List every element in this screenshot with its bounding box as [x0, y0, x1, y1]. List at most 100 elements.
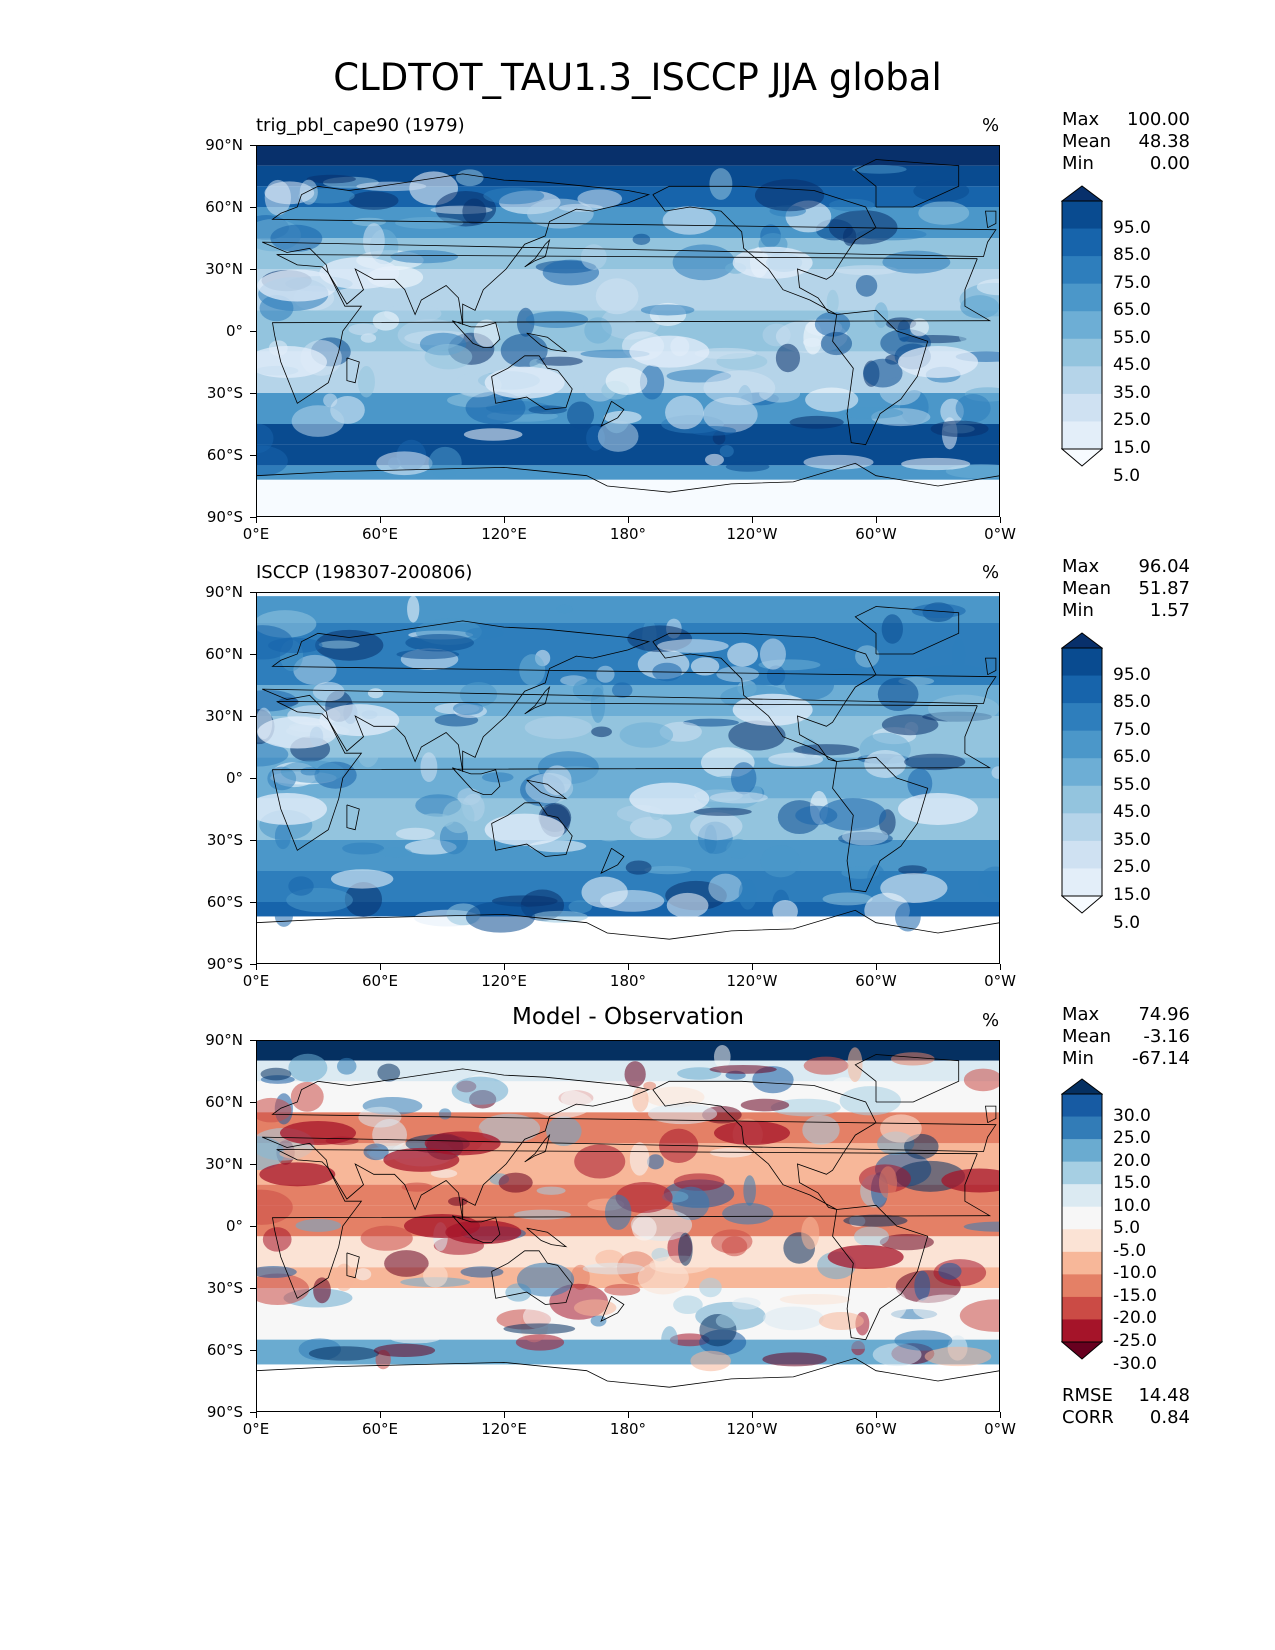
colorbar-tick-label: 5.0	[1113, 912, 1141, 933]
lon-tick-mark	[504, 1412, 505, 1418]
lon-tick-mark	[876, 1412, 877, 1418]
colorbar-segment	[1062, 840, 1102, 869]
stat-value: -67.14	[1131, 1048, 1190, 1069]
stat-row: Max 96.04	[1062, 556, 1190, 578]
lon-tick-mark	[380, 964, 381, 970]
lat-tick-label: 0°	[225, 1217, 243, 1235]
lon-tick-label: 0°E	[242, 1420, 270, 1438]
stat-row: Max 74.96	[1062, 1004, 1190, 1026]
stats-block: Max 74.96 Mean -3.16 Min -67.14	[1062, 1004, 1190, 1070]
colorbar-tick-label: 75.0	[1113, 719, 1151, 740]
metric-value: 0.84	[1149, 1407, 1190, 1428]
lat-tick-mark	[250, 592, 256, 593]
lon-tick-label: 120°E	[481, 972, 527, 990]
lon-tick-label: 120°E	[481, 525, 527, 543]
stat-value: 51.87	[1138, 578, 1190, 599]
stat-row: Min 1.57	[1062, 600, 1190, 622]
lat-tick-label: 60°S	[206, 893, 243, 911]
colorbar-segment	[1062, 1161, 1102, 1185]
stats-block: Max 100.00 Mean 48.38 Min 0.00	[1062, 109, 1190, 175]
stat-row: Mean 51.87	[1062, 578, 1190, 600]
stat-row: Min 0.00	[1062, 153, 1190, 175]
panel-observation: ISCCP (198307-200806)% 90°N 60°N 30°N 0° 30°S…	[0, 556, 1275, 1062]
stat-label: Mean	[1062, 1026, 1112, 1047]
colorbar-segment	[1062, 1296, 1102, 1320]
panel-title: Model - Observation	[511, 1004, 745, 1030]
lat-tick-mark	[250, 517, 256, 518]
lon-tick-mark	[380, 517, 381, 523]
lat-tick-label: 90°S	[206, 1403, 243, 1421]
lon-tick-label: 0°E	[242, 525, 270, 543]
colorbar-segment	[1062, 758, 1102, 787]
lon-tick-mark	[628, 1412, 629, 1418]
lat-tick-mark	[250, 269, 256, 270]
colorbar-tick-label: 15.0	[1113, 438, 1151, 458]
colorbar-bottom-cap	[1061, 448, 1103, 467]
colorbar-tick-label: 85.0	[1113, 245, 1151, 266]
lon-tick-mark	[1000, 1412, 1001, 1418]
lon-tick-mark	[752, 1412, 753, 1418]
colorbar-tick-label: 5.0	[1113, 465, 1141, 486]
lat-tick-label: 60°N	[205, 1093, 243, 1111]
stat-label: Max	[1062, 556, 1100, 577]
lon-tick-label: 180°	[609, 972, 647, 990]
colorbar-segment	[1062, 311, 1102, 340]
stat-value: 1.57	[1149, 600, 1190, 621]
map-plot	[225, 592, 1013, 964]
colorbar-tick-label: 25.0	[1113, 857, 1151, 878]
stat-label: Min	[1062, 1048, 1094, 1069]
lat-tick-mark	[250, 716, 256, 717]
metric-row: RMSE 14.48	[1062, 1385, 1190, 1407]
colorbar-tick-label: 55.0	[1113, 327, 1151, 348]
lon-tick-mark	[504, 964, 505, 970]
colorbar-tick-label: 25.0	[1113, 410, 1151, 431]
metric-row: CORR 0.84	[1062, 1407, 1190, 1429]
stat-value: -3.16	[1143, 1026, 1190, 1047]
lat-tick-mark	[250, 1040, 256, 1041]
lat-tick-label: 90°S	[206, 955, 243, 973]
lon-tick-label: 0°W	[984, 525, 1016, 543]
colorbar-segment	[1062, 421, 1102, 450]
lon-tick-mark	[628, 517, 629, 523]
lat-tick-label: 30°S	[206, 831, 243, 849]
lat-tick-label: 90°N	[205, 136, 243, 154]
colorbar-tick-label: 20.0	[1113, 1150, 1151, 1171]
colorbar-segment	[1062, 675, 1102, 704]
colorbar	[1061, 1078, 1103, 1360]
lat-tick-label: 30°N	[205, 1155, 243, 1173]
lon-tick-label: 120°W	[726, 1420, 778, 1438]
lon-tick-mark	[256, 517, 257, 523]
colorbar-tick-label: 45.0	[1113, 355, 1151, 376]
lon-tick-mark	[380, 1412, 381, 1418]
stat-value: 0.00	[1149, 153, 1190, 174]
lat-tick-mark	[250, 902, 256, 903]
lat-tick-mark	[250, 840, 256, 841]
lon-tick-label: 60°E	[361, 1420, 399, 1438]
lat-tick-mark	[250, 1288, 256, 1289]
colorbar-segment	[1062, 785, 1102, 814]
lat-tick-label: 0°	[225, 322, 243, 340]
colorbar-bottom-cap	[1061, 895, 1103, 914]
lon-tick-label: 0°W	[984, 972, 1016, 990]
colorbar-bottom-cap	[1061, 1341, 1103, 1360]
colorbar-tick-label: 15.0	[1113, 885, 1151, 905]
lat-tick-mark	[250, 654, 256, 655]
stat-value: 96.04	[1138, 556, 1190, 577]
lat-tick-mark	[250, 964, 256, 965]
colorbar-tick-label: 55.0	[1113, 774, 1151, 795]
lon-tick-label: 120°W	[726, 972, 778, 990]
heatmap-field	[234, 145, 1028, 517]
stat-value: 48.38	[1138, 131, 1190, 152]
colorbar-tick-label: 35.0	[1113, 382, 1151, 403]
lon-tick-mark	[504, 517, 505, 523]
stat-value: 100.00	[1127, 109, 1190, 130]
lat-tick-label: 30°S	[206, 384, 243, 402]
lat-tick-mark	[250, 1226, 256, 1227]
stat-label: Mean	[1062, 578, 1112, 599]
lat-tick-label: 60°S	[206, 1341, 243, 1359]
colorbar-segment	[1062, 813, 1102, 842]
colorbar-segment	[1062, 201, 1102, 230]
stats-block: Max 96.04 Mean 51.87 Min 1.57	[1062, 556, 1190, 622]
lat-tick-label: 30°N	[205, 260, 243, 278]
stat-row: Min -67.14	[1062, 1048, 1190, 1070]
